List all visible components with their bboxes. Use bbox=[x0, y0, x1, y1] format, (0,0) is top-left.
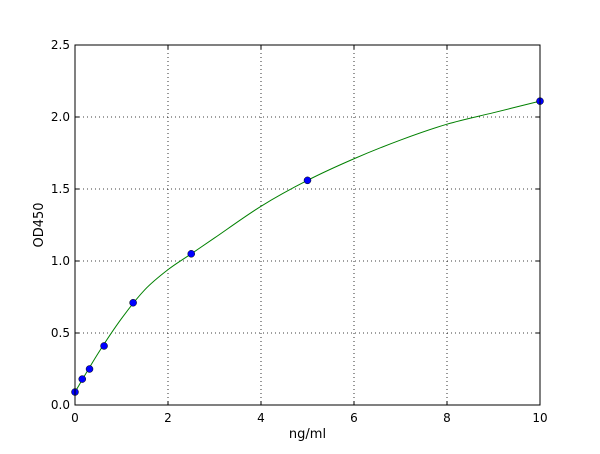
fit-curve-layer bbox=[74, 100, 541, 393]
y-tick-label: 0.0 bbox=[51, 398, 70, 412]
data-points-layer bbox=[71, 97, 544, 396]
ticks: 0 2 4 6 8 10 0.0 0.5 1.0 1.5 2.0 2.5 bbox=[51, 38, 548, 425]
x-axis-label: ng/ml bbox=[289, 427, 326, 442]
plot-frame bbox=[74, 44, 541, 406]
y-tick-label: 2.0 bbox=[51, 110, 70, 124]
data-point bbox=[85, 365, 94, 373]
x-tick-label: 10 bbox=[532, 411, 547, 425]
x-tick-label: 8 bbox=[443, 411, 451, 425]
x-tick-label: 6 bbox=[350, 411, 358, 425]
y-axis-label: OD450 bbox=[32, 202, 47, 247]
data-point bbox=[100, 342, 108, 350]
data-point bbox=[78, 375, 87, 383]
x-tick-label: 2 bbox=[164, 411, 172, 425]
data-point bbox=[129, 299, 137, 307]
y-tick-label: 0.5 bbox=[51, 326, 70, 340]
y-tick-label: 1.5 bbox=[51, 182, 70, 196]
y-tick-label: 1.0 bbox=[51, 254, 70, 268]
x-tick-label: 4 bbox=[257, 411, 265, 425]
data-point bbox=[303, 176, 312, 185]
y-tick-label: 2.5 bbox=[51, 38, 70, 52]
x-tick-label: 0 bbox=[71, 411, 79, 425]
data-point bbox=[187, 250, 195, 258]
fit-curve bbox=[74, 100, 541, 393]
grid bbox=[74, 44, 541, 406]
